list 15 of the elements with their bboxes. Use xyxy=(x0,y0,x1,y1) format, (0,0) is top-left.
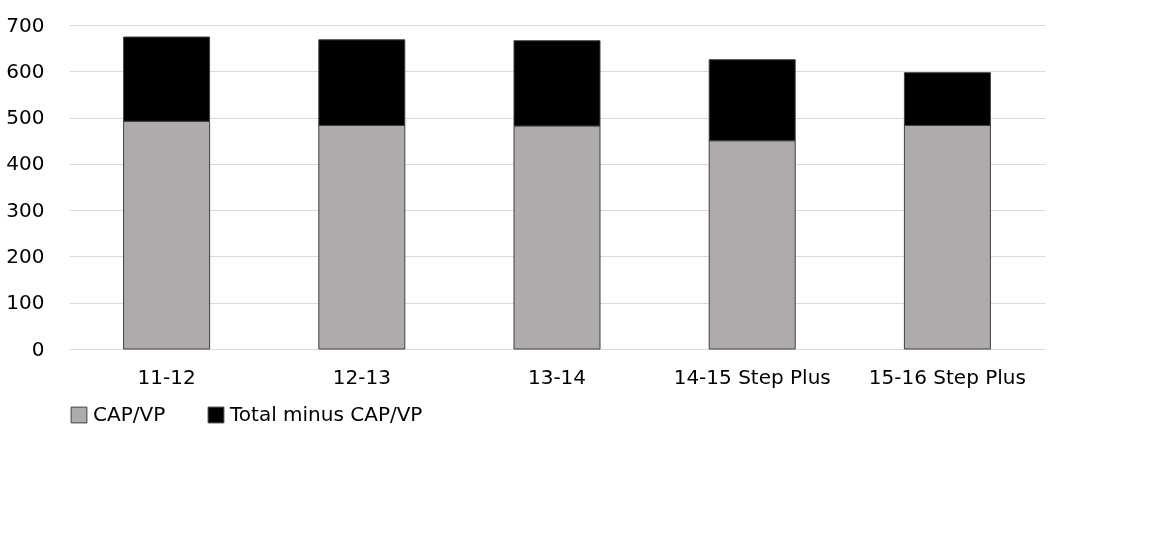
y-tick-label: 400 xyxy=(6,151,45,176)
x-tick-label: 11-12 xyxy=(137,364,196,389)
legend-label: Total minus CAP/VP xyxy=(229,402,423,426)
y-tick-label: 600 xyxy=(6,58,45,83)
x-tick-label: 12-13 xyxy=(332,364,391,389)
x-tick-label: 15-16 Step Plus xyxy=(868,364,1026,389)
x-tick-label: 14-15 Step Plus xyxy=(673,364,831,389)
y-tick-label: 500 xyxy=(6,105,45,130)
x-tick-label: 13-14 xyxy=(527,364,587,389)
y-tick-label: 0 xyxy=(31,336,45,361)
y-tick-label: 300 xyxy=(6,197,45,222)
y-tick-label: 200 xyxy=(6,243,45,268)
y-tick-label: 700 xyxy=(6,12,45,37)
y-tick-label: 100 xyxy=(6,290,45,315)
legend-label: CAP/VP xyxy=(93,402,166,426)
